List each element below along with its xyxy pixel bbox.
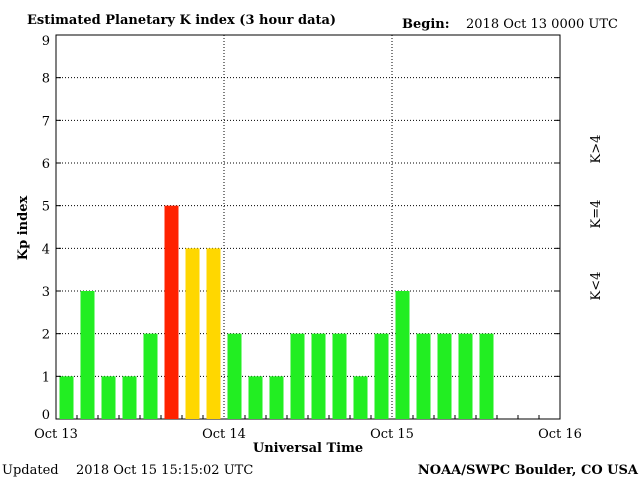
begin-value: 2018 Oct 13 0000 UTC: [466, 17, 618, 32]
kp-bar: [479, 333, 494, 419]
kp-bar: [143, 333, 158, 419]
kp-bar: [185, 248, 200, 419]
kp-bar: [332, 333, 347, 419]
y-tick-label: 3: [42, 285, 50, 300]
kp-bar: [248, 376, 263, 419]
x-tick-label: Oct 14: [202, 427, 246, 442]
y-tick-label: 9: [42, 34, 50, 49]
kp-bar: [395, 291, 410, 419]
updated-value: 2018 Oct 15 15:15:02 UTC: [76, 463, 253, 478]
x-tick-label: Oct 13: [34, 427, 78, 442]
kp-bar: [122, 376, 137, 419]
y-tick-label: 6: [42, 157, 50, 172]
y-tick-label: 7: [42, 114, 50, 129]
begin-label: Begin:: [402, 17, 450, 32]
y-axis-title: Kp index: [16, 196, 31, 261]
kp-bar: [269, 376, 284, 419]
kp-bar: [80, 291, 95, 419]
kp-bar: [59, 376, 74, 419]
kp-bar: [206, 248, 221, 419]
y-tick-label: 4: [42, 242, 50, 257]
updated-label: Updated: [2, 463, 59, 478]
kp-bar: [101, 376, 116, 419]
bars: [59, 205, 494, 419]
y-tick-label: 0: [42, 408, 50, 423]
x-tick-label: Oct 15: [370, 427, 414, 442]
source-credit: NOAA/SWPC Boulder, CO USA: [418, 463, 639, 478]
kp-bar: [374, 333, 389, 419]
x-axis-ticks: Oct 13 Oct 14 Oct 15 Oct 16: [34, 415, 582, 442]
kp-bar: [164, 205, 179, 419]
y-tick-label: 1: [42, 370, 50, 385]
y-tick-label: 5: [42, 200, 50, 215]
kp-bar: [353, 376, 368, 419]
legend-k-equal-4: K=4: [589, 200, 604, 229]
grid: [56, 35, 560, 419]
y-tick-label: 8: [42, 72, 50, 87]
kp-bar: [416, 333, 431, 419]
x-axis-title: Universal Time: [253, 441, 363, 456]
kp-bar: [458, 333, 473, 419]
kp-bar: [290, 333, 305, 419]
legend-k-above-4: K>4: [589, 135, 604, 164]
chart-title: Estimated Planetary K index (3 hour data…: [27, 13, 336, 28]
kp-bar: [311, 333, 326, 419]
y-tick-label: 2: [42, 328, 50, 343]
legend-k-below-4: K<4: [589, 272, 604, 301]
y-axis-ticks: 0 1 2 3 4 5 6 7 8 9: [42, 34, 560, 423]
kp-bar: [227, 333, 242, 419]
kp-bar: [437, 333, 452, 419]
x-tick-label: Oct 16: [538, 427, 582, 442]
